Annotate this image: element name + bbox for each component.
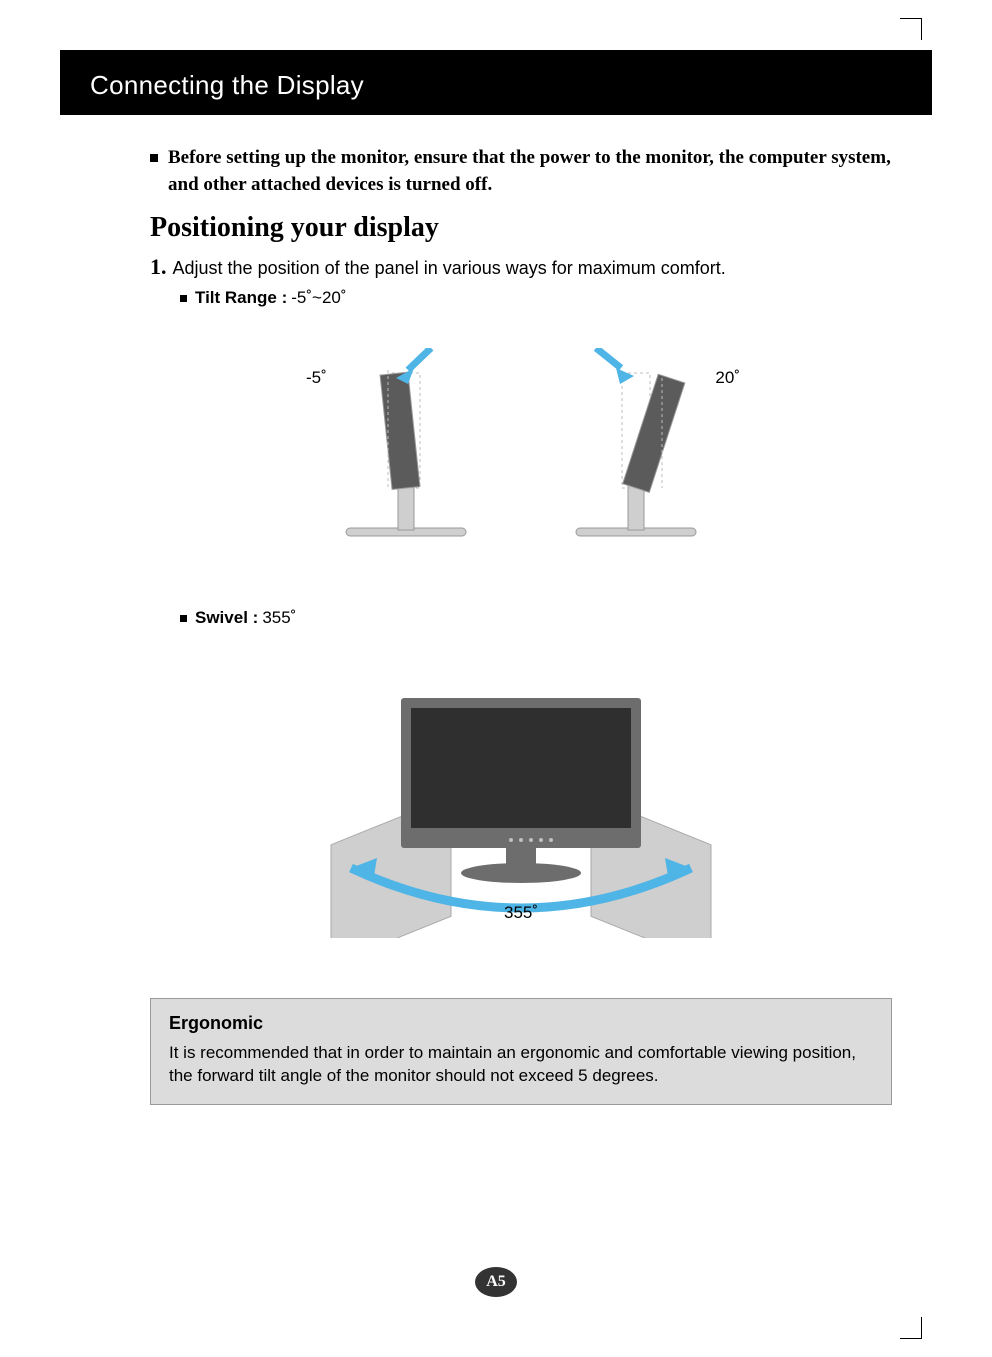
manual-page: Connecting the Display Before setting up… xyxy=(0,0,992,1357)
bullet-icon xyxy=(150,154,158,162)
tilt-diagram: -5˚ xyxy=(150,348,892,548)
page-number-text: A5 xyxy=(486,1273,506,1291)
swivel-value: 355˚ xyxy=(262,608,296,628)
tilt-left-angle-label: -5˚ xyxy=(306,368,327,388)
tilt-right-angle-label: 20˚ xyxy=(715,368,740,388)
page-content: Before setting up the monitor, ensure th… xyxy=(60,115,932,1105)
chapter-header: Connecting the Display xyxy=(60,50,932,115)
page-number-badge: A5 xyxy=(475,1267,517,1297)
swivel-line: Swivel : 355˚ xyxy=(180,608,892,628)
tilt-range-line: Tilt Range : -5˚~20˚ xyxy=(180,288,892,308)
note-title: Ergonomic xyxy=(169,1013,873,1034)
tilt-right-unit: 20˚ xyxy=(566,348,706,548)
tilt-value: -5˚~20˚ xyxy=(291,288,346,308)
tilt-right-arrow-icon xyxy=(596,348,634,384)
step-text: Adjust the position of the panel in vari… xyxy=(173,258,726,278)
chapter-title: Connecting the Display xyxy=(90,70,902,101)
tilt-left-svg xyxy=(336,348,476,548)
warning-text: Before setting up the monitor, ensure th… xyxy=(168,145,892,198)
pre-setup-warning: Before setting up the monitor, ensure th… xyxy=(150,145,892,198)
bullet-icon xyxy=(180,295,187,302)
tilt-label: Tilt Range : xyxy=(195,288,287,308)
tilt-right-svg xyxy=(566,348,706,548)
crop-mark-top-right xyxy=(900,18,922,40)
ergonomic-note: Ergonomic It is recommended that in orde… xyxy=(150,998,892,1105)
tilt-left-unit: -5˚ xyxy=(336,348,476,548)
swivel-diagram: 355˚ xyxy=(150,658,892,938)
swivel-svg: 355˚ xyxy=(281,658,761,938)
tilt-left-arrow-icon xyxy=(396,348,431,384)
swivel-arc-label: 355˚ xyxy=(504,903,538,922)
step-number: 1. xyxy=(150,254,167,279)
bullet-icon xyxy=(180,615,187,622)
crop-mark-bottom-right xyxy=(900,1317,922,1339)
step-1: 1. Adjust the position of the panel in v… xyxy=(150,254,892,280)
note-body: It is recommended that in order to maint… xyxy=(169,1042,873,1088)
swivel-label: Swivel : xyxy=(195,608,258,628)
section-heading: Positioning your display xyxy=(150,212,892,244)
